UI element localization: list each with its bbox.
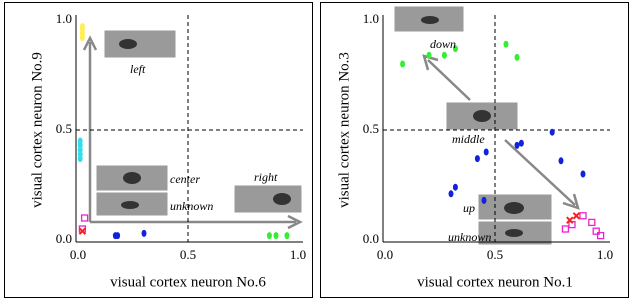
annotation: right xyxy=(254,170,278,184)
eye-pupil xyxy=(473,110,491,122)
point xyxy=(80,23,85,30)
point xyxy=(453,184,458,191)
arrow xyxy=(90,216,300,228)
point xyxy=(115,232,120,239)
point xyxy=(519,140,524,147)
eye-pupil xyxy=(121,201,139,209)
point xyxy=(79,228,85,234)
page: {"chart_data": [ {"type": "scatter", "xl… xyxy=(0,0,632,300)
annotation: unknown xyxy=(170,199,213,213)
point xyxy=(581,171,586,178)
y-tick-label: 1.0 xyxy=(363,11,379,26)
point xyxy=(515,54,520,61)
x-tick-label: 1.0 xyxy=(597,247,613,262)
eye-pupil xyxy=(421,16,439,24)
y-tick-label: 0.5 xyxy=(56,121,72,136)
point xyxy=(504,41,509,48)
x-tick-label: 0.0 xyxy=(70,247,86,262)
eye-pupil xyxy=(273,193,291,205)
annotation: middle xyxy=(452,132,485,146)
annotation: left xyxy=(130,62,146,76)
point xyxy=(550,129,555,136)
annotation: up xyxy=(463,201,475,215)
x-tick-label: 0.0 xyxy=(377,247,393,262)
annotation: down xyxy=(430,37,456,51)
point xyxy=(285,232,290,239)
y-tick-label: 0.5 xyxy=(363,121,379,136)
right-decor xyxy=(394,6,578,245)
point xyxy=(559,157,564,164)
point xyxy=(598,233,604,239)
figure: 0.0 0.5 1.0 0.0 0.5 1.0 visual cortex neuron N… xyxy=(0,0,632,300)
eye-image xyxy=(234,185,302,213)
point xyxy=(573,213,579,219)
eye-pupil xyxy=(505,229,523,237)
point xyxy=(142,230,147,237)
eye-pupil xyxy=(123,172,141,184)
point xyxy=(267,232,272,239)
y-axis-label: visual cortex neuron No.3 xyxy=(336,52,352,208)
point xyxy=(442,52,447,59)
x-axis-label: visual cortex neuron No.1 xyxy=(417,274,573,290)
point xyxy=(580,213,586,219)
point xyxy=(475,155,480,162)
point xyxy=(484,149,489,156)
point xyxy=(82,215,88,221)
eye-image xyxy=(104,30,176,58)
panel-frame xyxy=(321,3,629,298)
point xyxy=(427,52,432,59)
x-tick-label: 0.5 xyxy=(180,247,196,262)
point xyxy=(589,219,595,225)
y-tick-label: 0.0 xyxy=(363,231,379,246)
eye-pupil xyxy=(504,202,524,214)
annotation: center xyxy=(170,172,200,186)
x-tick-label: 0.5 xyxy=(487,247,503,262)
point xyxy=(400,61,405,68)
x-axis-label: visual cortex neuron No.6 xyxy=(110,274,266,290)
point xyxy=(515,142,520,149)
point xyxy=(593,228,599,234)
eye-pupil xyxy=(119,39,137,49)
x-tick-label: 1.0 xyxy=(290,247,306,262)
y-tick-label: 1.0 xyxy=(56,11,72,26)
point xyxy=(78,138,83,145)
y-axis-label: visual cortex neuron No.9 xyxy=(29,52,45,208)
point xyxy=(449,190,454,197)
arrow xyxy=(424,56,470,100)
y-tick-label: 0.0 xyxy=(56,231,72,246)
point xyxy=(562,226,568,232)
point xyxy=(274,232,279,239)
annotation: unknown xyxy=(448,230,491,244)
point xyxy=(567,217,573,223)
point xyxy=(482,197,487,204)
